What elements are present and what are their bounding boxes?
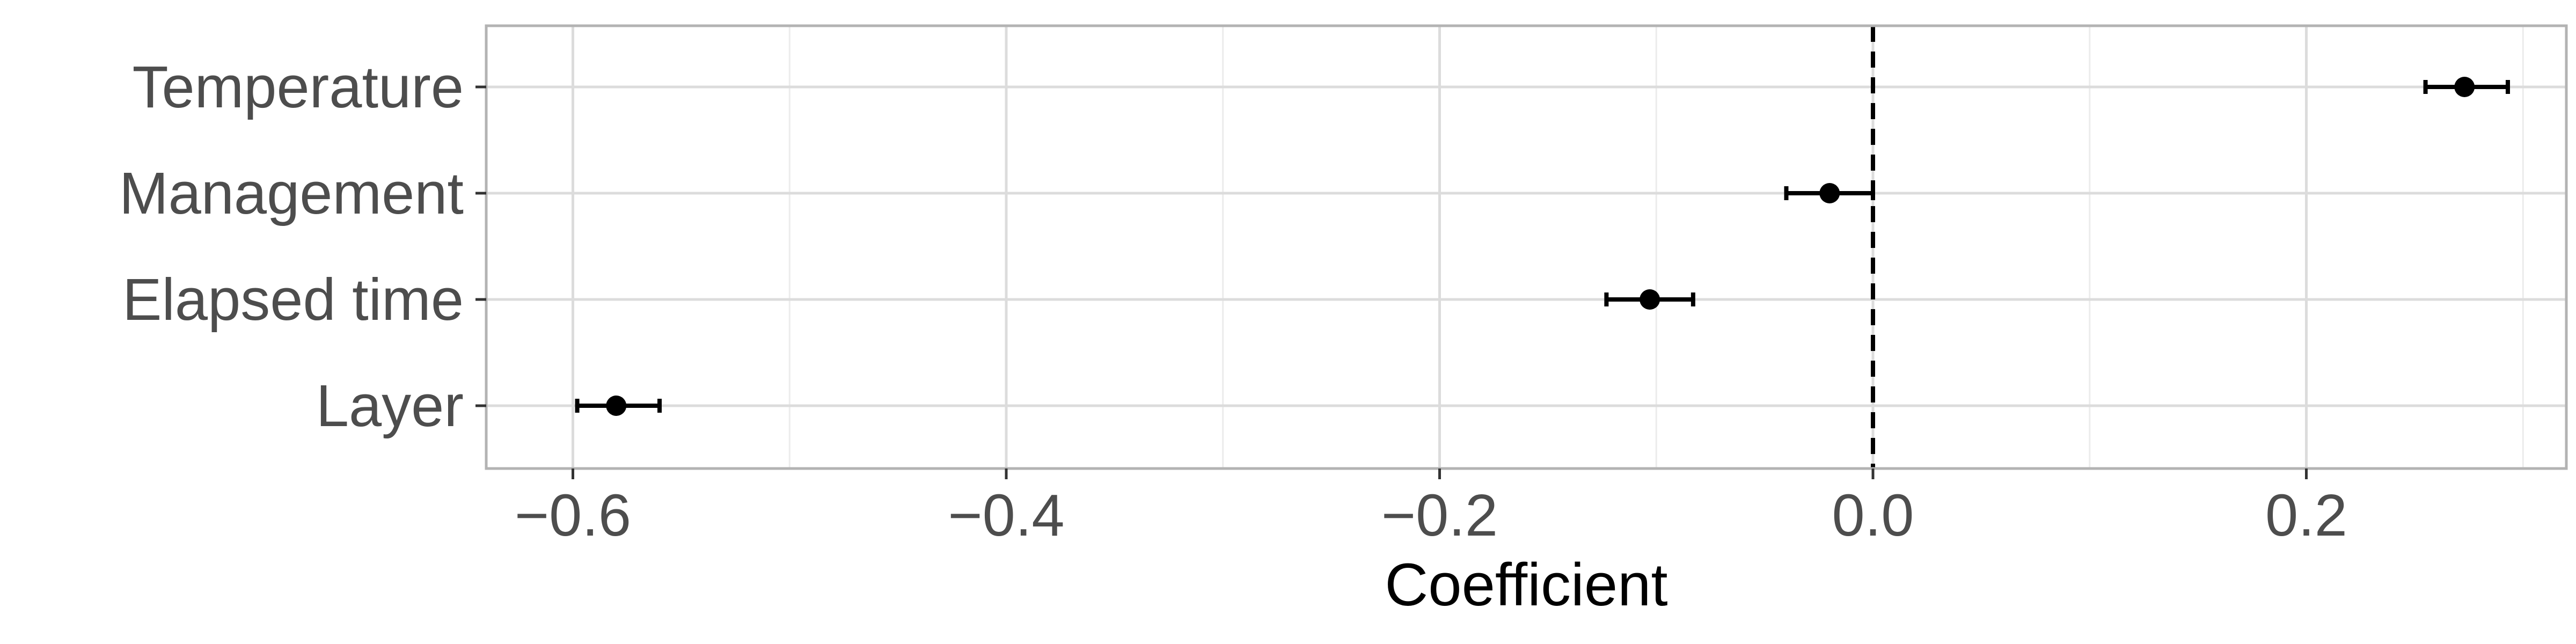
point-estimate	[2454, 77, 2475, 97]
point-estimate	[1819, 183, 1840, 203]
point-estimate	[1640, 289, 1660, 310]
point-estimate	[606, 396, 627, 416]
x-tick-label: −0.2	[1381, 482, 1498, 548]
y-category-label: Layer	[316, 373, 464, 439]
coefficient-mark	[575, 396, 662, 416]
x-axis-title: Coefficient	[1385, 551, 1667, 618]
x-tick-label: −0.6	[515, 482, 631, 548]
grid-lines	[486, 26, 2566, 469]
coefficient-mark	[1784, 183, 1875, 203]
plot-panel-border	[485, 24, 2568, 470]
coefficient-mark	[2423, 77, 2510, 97]
x-tick-label: 0.2	[2265, 482, 2347, 548]
axes: −0.6 −0.4 −0.2 0.0 0.2 Temperature Management E…	[119, 54, 2347, 548]
x-tick-label: 0.0	[1832, 482, 1914, 548]
y-category-label: Management	[119, 160, 464, 226]
y-category-label: Temperature	[132, 54, 464, 120]
data-marks	[575, 77, 2510, 416]
x-tick-label: −0.4	[948, 482, 1064, 548]
coefficient-mark	[1604, 289, 1695, 310]
y-category-label: Elapsed time	[122, 267, 464, 333]
